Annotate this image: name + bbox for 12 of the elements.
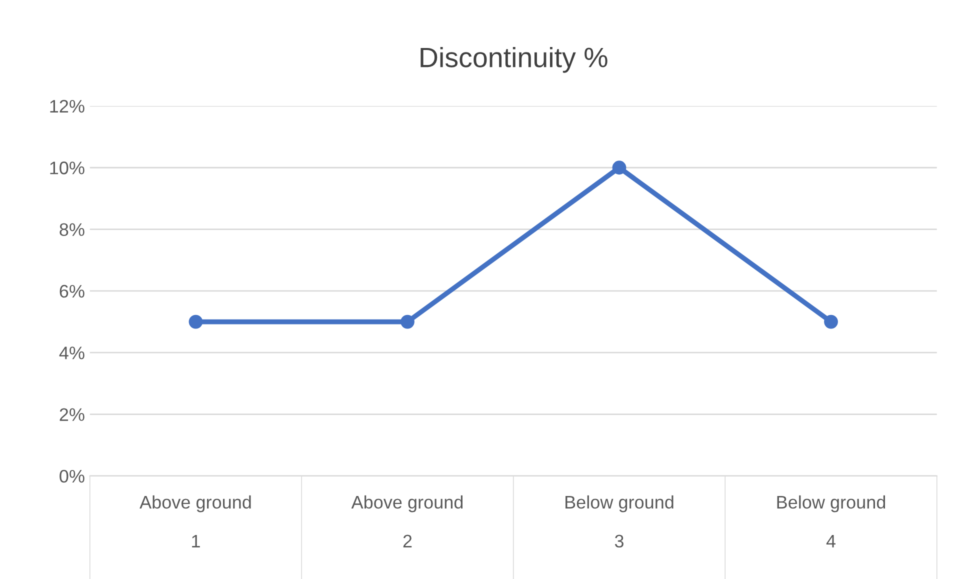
y-tick-label: 0% xyxy=(60,470,84,483)
y-tick-label: 4% xyxy=(59,346,84,360)
y-tick-label: 6% xyxy=(60,284,84,298)
y-tick-label: 12% xyxy=(50,100,84,113)
y-tick-label: 8% xyxy=(60,223,84,236)
category-label: Above ground 1 xyxy=(140,495,251,548)
category-label: Below ground 4 xyxy=(777,495,886,548)
y-tick-label: 2% xyxy=(60,408,84,421)
chart-title: Discontinuity % xyxy=(420,46,608,73)
y-tick-label: 10% xyxy=(50,162,84,174)
category-label: Below ground 3 xyxy=(566,495,674,548)
category-label: Above ground 2 xyxy=(351,495,463,548)
